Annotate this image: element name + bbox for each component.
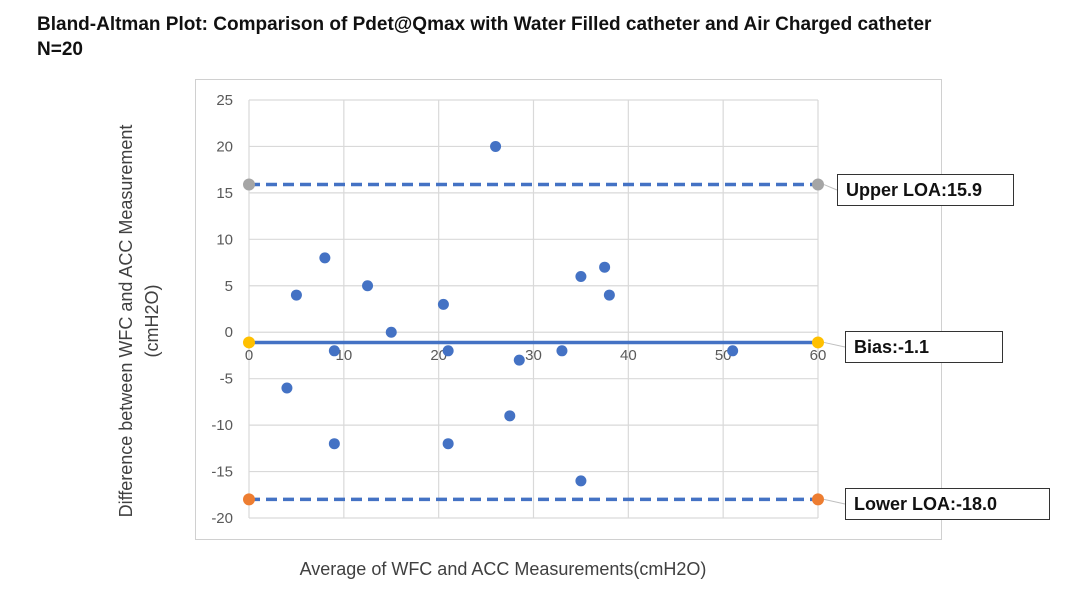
y-tick-label: 20 (216, 138, 233, 155)
lower-loa-end-marker (812, 493, 824, 506)
lower-loa-start-marker (243, 493, 255, 506)
upper-loa-end-marker (812, 178, 824, 191)
chart-title-line1: Bland-Altman Plot: Comparison of Pdet@Qm… (37, 14, 932, 35)
y-tick-label: 0 (225, 324, 233, 341)
data-point (328, 345, 340, 357)
bias-label-connector (823, 341, 846, 348)
upper-loa-label-connector (823, 184, 838, 191)
y-tick-label: -5 (220, 371, 233, 388)
chart-title-line2: N=20 (37, 39, 83, 60)
data-point (727, 345, 739, 357)
data-point (437, 298, 449, 310)
x-tick-label: 60 (810, 347, 827, 364)
chart-title: Bland-Altman Plot: Comparison of Pdet@Qm… (37, 12, 931, 62)
data-point (328, 438, 340, 450)
y-tick-label: 10 (216, 231, 233, 248)
data-point (504, 410, 516, 422)
x-axis-label: Average of WFC and ACC Measurements(cmH2… (300, 559, 707, 579)
data-point (290, 289, 302, 301)
data-point (513, 354, 525, 366)
y-tick-label: 25 (216, 92, 233, 109)
data-point (556, 345, 568, 357)
data-point (575, 270, 587, 282)
y-axis-unit-label: (cmH2O) (142, 285, 162, 358)
y-tick-label: 15 (216, 185, 233, 202)
bias-start-marker (243, 336, 255, 349)
upper-loa-label: Upper LOA:15.9 (837, 174, 1014, 206)
y-tick-label: 5 (225, 278, 233, 295)
chart-area (195, 79, 942, 540)
data-point (281, 382, 293, 394)
y-tick-label: -20 (211, 510, 233, 527)
data-point (385, 326, 397, 338)
data-point (442, 438, 454, 450)
bias-end-marker (812, 336, 824, 349)
y-tick-label: -10 (211, 417, 233, 434)
lower-loa-label: Lower LOA:-18.0 (845, 488, 1050, 520)
data-point (442, 345, 454, 357)
data-point (362, 280, 374, 292)
x-tick-label: 30 (525, 347, 542, 364)
data-point (599, 261, 611, 273)
y-tick-label: -15 (211, 464, 233, 481)
data-point (603, 289, 615, 301)
data-point (490, 140, 502, 152)
y-axis-label: Difference between WFC and ACC Measureme… (116, 125, 136, 518)
x-tick-label: 0 (245, 347, 253, 364)
data-point (319, 252, 331, 264)
upper-loa-start-marker (243, 178, 255, 191)
data-point (575, 475, 587, 487)
x-tick-label: 40 (620, 347, 637, 364)
bias-label: Bias:-1.1 (845, 331, 1003, 363)
lower-loa-label-connector (823, 498, 846, 505)
